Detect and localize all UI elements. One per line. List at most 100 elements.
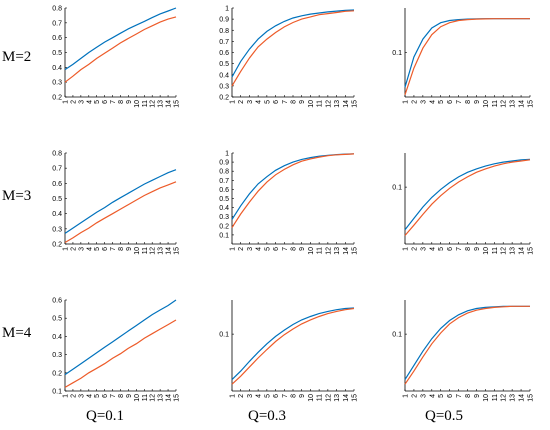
x-tick-label: 1 bbox=[230, 100, 237, 104]
x-tick-label: 14 bbox=[343, 247, 350, 255]
x-tick-label: 12 bbox=[150, 100, 157, 108]
x-tick-label: 10 bbox=[483, 100, 490, 108]
x-tick-label: 4 bbox=[86, 247, 93, 251]
y-tick-label: 1 bbox=[225, 151, 229, 158]
series-line-1 bbox=[404, 18, 530, 88]
x-tick-label: 2 bbox=[411, 100, 418, 104]
panel-m4-q03: 0.11 2 3 4 5 6 7 8 9 10 11 12 13 14 15 bbox=[219, 300, 359, 402]
x-tick-label: 15 bbox=[174, 394, 181, 402]
y-tick-label: 0.1 bbox=[219, 332, 229, 339]
x-tick-label: 8 bbox=[465, 247, 472, 251]
x-tick-label: 10 bbox=[134, 247, 141, 255]
x-tick-label: 2 bbox=[238, 100, 245, 104]
y-tick-label: 0.2 bbox=[52, 95, 62, 102]
x-tick-label: 11 bbox=[492, 394, 499, 401]
x-tick-label: 4 bbox=[86, 394, 93, 398]
y-tick-label: 0.1 bbox=[392, 50, 402, 57]
series-line-1 bbox=[231, 9, 355, 78]
x-tick-label: 6 bbox=[447, 100, 454, 104]
x-tick-label: 15 bbox=[352, 100, 359, 108]
x-tick-label: 13 bbox=[334, 100, 341, 108]
x-tick-label: 4 bbox=[86, 100, 93, 104]
x-tick-label: 5 bbox=[438, 100, 445, 104]
y-tick-label: 0.7 bbox=[219, 39, 229, 46]
y-tick-label: 0.6 bbox=[52, 35, 62, 42]
x-tick-label: 9 bbox=[299, 100, 306, 104]
panel-m2-q05: 0.11 2 3 4 5 6 7 8 9 10 11 12 13 14 15 bbox=[392, 8, 535, 108]
x-tick-label: 4 bbox=[256, 247, 263, 251]
y-tick-label: 0.4 bbox=[52, 334, 62, 341]
y-tick-label: 0.5 bbox=[219, 61, 229, 68]
x-tick-label: 13 bbox=[158, 100, 165, 108]
x-tick-label: 6 bbox=[447, 247, 454, 251]
y-tick-label: 1 bbox=[225, 6, 229, 13]
x-tick-label: 1 bbox=[230, 394, 237, 398]
y-tick-label: 0.1 bbox=[392, 185, 402, 192]
series-line-1 bbox=[64, 7, 177, 71]
x-tick-label: 12 bbox=[325, 394, 332, 402]
x-tick-label: 10 bbox=[134, 100, 141, 108]
y-tick-label: 0.4 bbox=[52, 65, 62, 72]
x-tick-label: 1 bbox=[403, 100, 410, 104]
y-tick-label: 0.3 bbox=[52, 352, 62, 359]
series-line-1 bbox=[64, 169, 177, 234]
panel-m2-q03: 0.20.30.40.50.60.70.80.911 2 3 4 5 6 7 8 9 10 11 12… bbox=[219, 6, 358, 108]
x-tick-label: 4 bbox=[429, 394, 436, 398]
x-tick-label: 5 bbox=[94, 394, 101, 398]
y-tick-label: 0.5 bbox=[219, 196, 229, 203]
panel-m4-q05: 0.11 2 3 4 5 6 7 8 9 10 11 12 13 14 15 bbox=[392, 300, 535, 402]
x-tick-label: 1 bbox=[63, 100, 70, 104]
y-tick-label: 0.4 bbox=[219, 205, 229, 212]
y-tick-label: 0.2 bbox=[52, 242, 62, 249]
x-tick-label: 8 bbox=[118, 100, 125, 104]
x-tick-label: 6 bbox=[273, 394, 280, 398]
x-tick-label: 11 bbox=[492, 100, 499, 107]
x-tick-label: 2 bbox=[238, 394, 245, 398]
x-tick-label: 7 bbox=[456, 100, 463, 104]
x-tick-label: 8 bbox=[291, 394, 298, 398]
col-label-q01: Q=0.1 bbox=[86, 408, 124, 424]
x-tick-label: 2 bbox=[411, 394, 418, 398]
x-tick-label: 13 bbox=[510, 394, 517, 402]
series-line-2 bbox=[404, 305, 530, 385]
series-line-2 bbox=[231, 307, 355, 385]
x-tick-label: 3 bbox=[78, 100, 85, 104]
y-tick-label: 0.6 bbox=[52, 298, 62, 305]
x-tick-label: 14 bbox=[519, 394, 526, 402]
x-tick-label: 15 bbox=[528, 100, 535, 108]
x-tick-label: 14 bbox=[519, 100, 526, 108]
x-tick-label: 13 bbox=[334, 247, 341, 255]
y-tick-label: 0.7 bbox=[219, 178, 229, 185]
x-tick-label: 5 bbox=[438, 394, 445, 398]
y-tick-label: 0.9 bbox=[219, 17, 229, 24]
y-tick-label: 0.1 bbox=[52, 389, 62, 396]
panels: 0.20.30.40.50.60.70.81 2 3 4 5 6 7 8 9 10 11 12 13 14… bbox=[52, 6, 534, 402]
x-tick-label: 5 bbox=[264, 100, 271, 104]
y-tick-label: 0.7 bbox=[52, 166, 62, 173]
y-tick-label: 0.1 bbox=[392, 332, 402, 339]
x-tick-label: 1 bbox=[403, 247, 410, 251]
series-line-1 bbox=[231, 307, 355, 381]
x-tick-label: 4 bbox=[429, 247, 436, 251]
col-label-q05: Q=0.5 bbox=[425, 408, 463, 424]
y-tick-label: 0.6 bbox=[52, 181, 62, 188]
x-tick-label: 9 bbox=[126, 100, 133, 104]
x-tick-label: 4 bbox=[429, 100, 436, 104]
x-tick-label: 8 bbox=[118, 394, 125, 398]
y-tick-label: 0.8 bbox=[219, 169, 229, 176]
x-tick-label: 7 bbox=[456, 247, 463, 251]
y-tick-label: 0.8 bbox=[219, 28, 229, 35]
y-tick-label: 0.7 bbox=[52, 20, 62, 27]
series-line-1 bbox=[231, 153, 355, 220]
panel-m2-q01: 0.20.30.40.50.60.70.81 2 3 4 5 6 7 8 9 10 11 12 13 14… bbox=[52, 6, 180, 108]
x-tick-label: 5 bbox=[264, 394, 271, 398]
x-tick-label: 4 bbox=[256, 100, 263, 104]
x-tick-label: 14 bbox=[166, 247, 173, 255]
x-tick-label: 6 bbox=[102, 247, 109, 251]
x-tick-label: 1 bbox=[63, 394, 70, 398]
x-tick-label: 15 bbox=[174, 100, 181, 108]
x-tick-label: 12 bbox=[501, 247, 508, 255]
x-tick-label: 6 bbox=[273, 100, 280, 104]
x-tick-label: 10 bbox=[308, 394, 315, 402]
